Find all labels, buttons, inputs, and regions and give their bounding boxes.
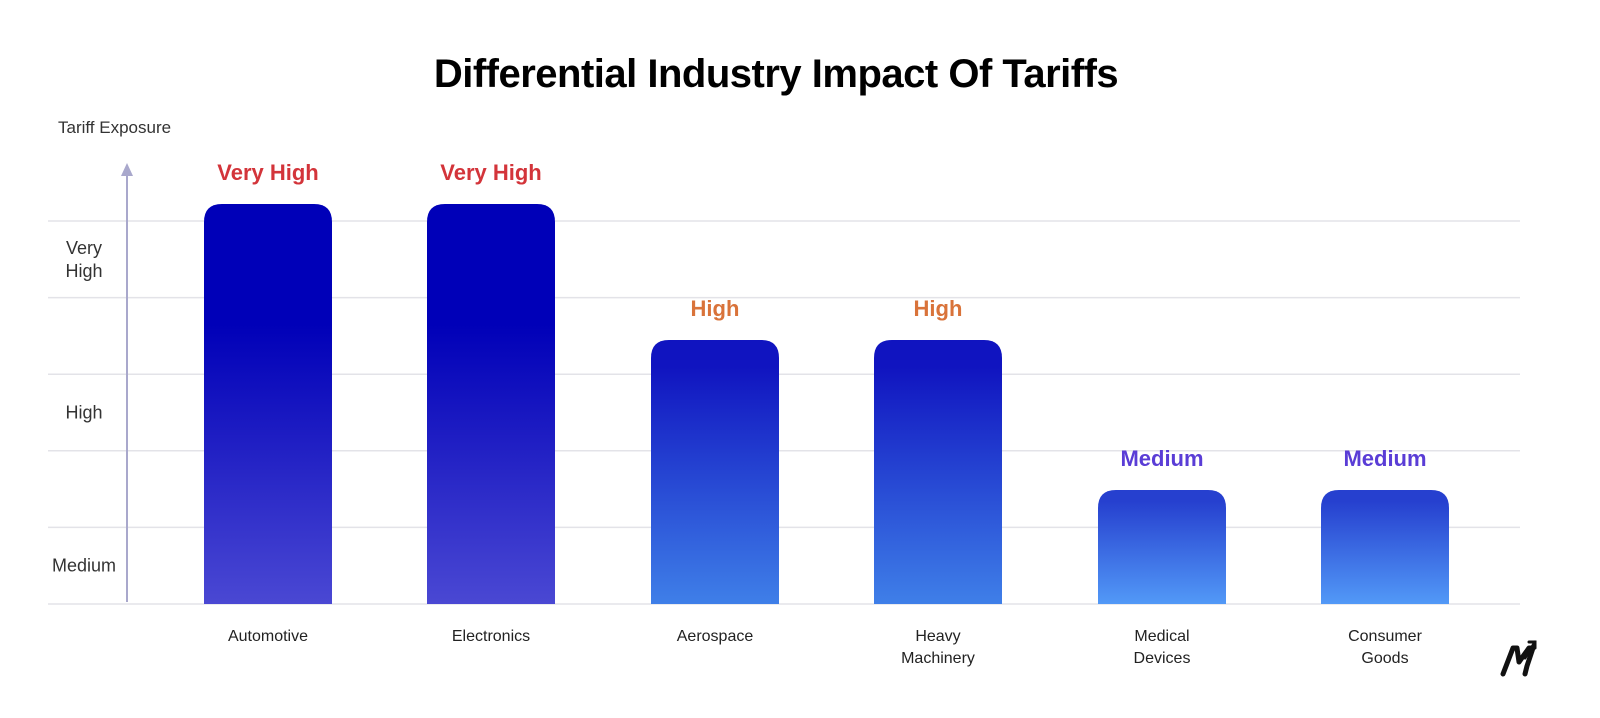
bar [1098, 490, 1226, 604]
x-tick-label: Automotive [228, 628, 308, 645]
data-label: Medium [1343, 446, 1426, 471]
data-label: High [914, 296, 963, 321]
data-label: High [691, 296, 740, 321]
bar [427, 204, 555, 604]
bar [204, 204, 332, 604]
data-label: Medium [1120, 446, 1203, 471]
bar [1321, 490, 1449, 604]
bar [874, 340, 1002, 604]
x-tick-label: Electronics [452, 628, 530, 645]
data-label: Very High [217, 160, 318, 185]
x-tick-label: Consumer Goods [1348, 628, 1422, 667]
x-tick-label: Medical Devices [1134, 628, 1191, 667]
y-axis-arrow [121, 163, 133, 602]
y-tick-label: High [65, 403, 102, 423]
y-tick-label: Very High [65, 238, 102, 281]
x-tick-label: Heavy Machinery [901, 628, 975, 667]
bar [651, 340, 779, 604]
data-label: Very High [440, 160, 541, 185]
y-axis-label: Tariff Exposure [58, 118, 172, 137]
chart-title: Differential Industry Impact Of Tariffs [433, 52, 1119, 96]
y-tick-label: Medium [52, 556, 116, 576]
m-arrow-logo-icon [1500, 640, 1537, 677]
x-tick-label: Aerospace [677, 628, 754, 645]
